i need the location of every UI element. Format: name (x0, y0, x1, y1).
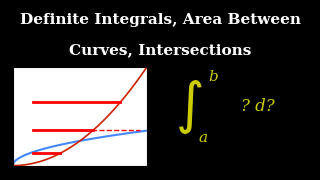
X-axis label: x: x (77, 177, 83, 180)
Text: Definite Integrals, Area Between: Definite Integrals, Area Between (20, 13, 300, 27)
Text: $\int$: $\int$ (175, 78, 202, 136)
Text: ? d?: ? d? (241, 98, 275, 115)
Text: Curves, Intersections: Curves, Intersections (69, 43, 251, 57)
Text: b: b (209, 70, 218, 84)
Text: a: a (199, 131, 208, 145)
